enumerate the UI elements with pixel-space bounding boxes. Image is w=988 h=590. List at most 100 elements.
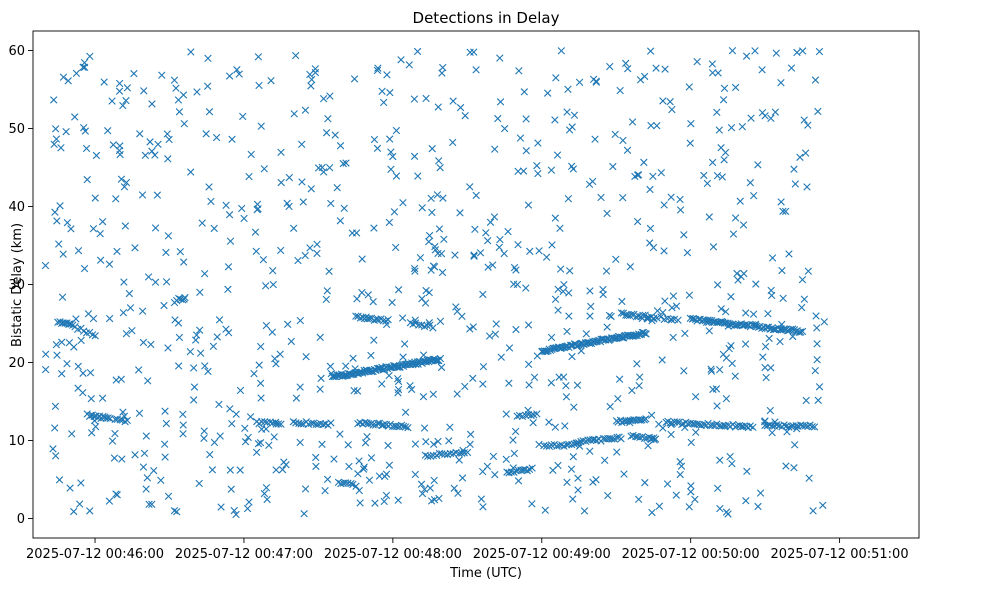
data-point (321, 486, 329, 495)
data-point (754, 161, 762, 169)
data-point (469, 374, 477, 383)
data-point (717, 305, 725, 313)
data-point (791, 180, 800, 188)
data-point (89, 225, 98, 233)
data-point (526, 247, 534, 256)
data-point (494, 114, 502, 123)
data-point (322, 295, 330, 304)
data-point (277, 148, 285, 156)
data-point (600, 456, 609, 464)
data-point (406, 381, 414, 390)
data-point (434, 103, 442, 111)
data-point (484, 263, 492, 271)
data-point (228, 420, 236, 428)
data-point (713, 484, 722, 493)
data-point (771, 108, 780, 116)
data-point (371, 499, 379, 507)
data-point (115, 87, 124, 95)
data-point (336, 430, 344, 438)
data-point (633, 360, 641, 368)
data-point (451, 251, 459, 259)
data-point (466, 48, 474, 57)
data-point (580, 507, 589, 515)
data-point (667, 430, 675, 439)
data-point (634, 495, 643, 504)
data-point (190, 396, 198, 404)
data-point (41, 261, 50, 270)
y-tick-label: 30 (8, 278, 25, 293)
data-point (728, 46, 737, 55)
data-point (213, 333, 221, 341)
data-point (612, 255, 620, 264)
data-point (75, 500, 84, 508)
data-point (41, 365, 50, 374)
data-point (145, 500, 153, 508)
data-point (490, 213, 499, 221)
plot-frame (32, 30, 920, 539)
data-point (373, 66, 382, 75)
data-point (77, 336, 85, 345)
data-point (236, 466, 244, 474)
data-point (561, 422, 569, 430)
data-point (715, 126, 723, 134)
data-point (574, 474, 582, 482)
data-point (110, 454, 119, 462)
data-point (161, 407, 169, 415)
data-point (163, 130, 171, 138)
data-point (502, 410, 510, 418)
data-point (551, 295, 560, 304)
data-point (70, 343, 78, 351)
data-point (272, 360, 280, 368)
data-point (411, 267, 419, 275)
data-point (808, 423, 816, 431)
data-point (431, 356, 440, 365)
data-point (622, 59, 630, 68)
data-point (400, 340, 409, 348)
data-point (430, 440, 438, 449)
data-point (522, 284, 530, 292)
data-point (589, 478, 597, 486)
data-point (731, 214, 740, 222)
data-point (216, 432, 224, 440)
data-point (668, 304, 676, 312)
data-point (138, 307, 147, 315)
data-point (330, 455, 338, 463)
data-point (164, 492, 173, 501)
data-point (257, 122, 265, 130)
data-point (624, 64, 632, 73)
data-point (353, 387, 362, 395)
data-point (768, 254, 777, 262)
data-point (712, 385, 721, 393)
data-point (244, 433, 252, 442)
data-point (459, 446, 467, 455)
data-point (143, 474, 151, 482)
data-point (306, 70, 314, 79)
data-point (246, 413, 255, 421)
data-point (91, 194, 99, 202)
data-point (324, 114, 332, 123)
data-point (77, 479, 85, 487)
data-point (162, 248, 170, 257)
data-point (657, 168, 665, 177)
data-point (617, 309, 626, 317)
data-point (741, 340, 750, 348)
data-point (486, 218, 495, 226)
data-point (669, 333, 677, 342)
data-point (151, 278, 160, 286)
data-point (331, 131, 339, 139)
data-point (359, 465, 368, 473)
data-point (708, 60, 717, 68)
data-point (556, 224, 564, 233)
data-point (509, 436, 517, 444)
data-point (466, 440, 474, 449)
data-point (714, 69, 722, 77)
data-point (160, 301, 168, 310)
data-point (420, 322, 429, 331)
data-point (515, 67, 523, 75)
data-point (344, 441, 352, 449)
data-point (262, 483, 271, 492)
data-point (207, 197, 215, 206)
data-point (713, 402, 721, 410)
data-point (460, 449, 468, 457)
data-point (692, 428, 700, 436)
